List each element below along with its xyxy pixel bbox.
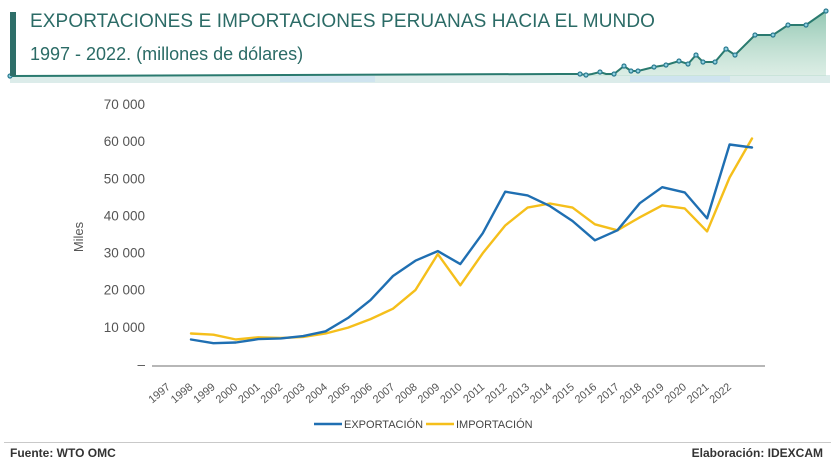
x-tick-label: 2010 xyxy=(438,381,464,406)
x-tick-label: 1998 xyxy=(169,381,195,406)
series-line-exportacin xyxy=(189,143,754,345)
header-band-segment xyxy=(630,76,730,82)
x-tick-label: 2013 xyxy=(505,381,531,406)
y-tick-label: 70 000 xyxy=(104,97,145,112)
x-tick-label: 2016 xyxy=(573,381,599,406)
x-tick-label: 2014 xyxy=(528,381,554,406)
x-tick-label: 2009 xyxy=(416,381,442,406)
y-tick-label: 20 000 xyxy=(104,283,145,298)
y-tick-label: – xyxy=(137,357,145,372)
header-accent-bar xyxy=(10,12,16,76)
x-tick-label: 1997 xyxy=(146,381,172,406)
x-tick-label: 2021 xyxy=(685,381,711,406)
x-tick-label: 2018 xyxy=(618,381,644,406)
x-tick-label: 2001 xyxy=(236,381,262,406)
y-tick-label: 40 000 xyxy=(104,208,145,223)
legend: EXPORTACIÓN IMPORTACIÓN xyxy=(314,418,533,431)
credit-note: Elaboración: IDEXCAM xyxy=(691,446,823,460)
x-tick-label: 2017 xyxy=(595,381,621,406)
header-band-segment xyxy=(280,76,375,82)
x-tick-label: 2005 xyxy=(326,381,352,406)
x-tick-label: 2011 xyxy=(461,381,487,405)
y-axis-label: Miles xyxy=(71,221,86,252)
source-note: Fuente: WTO OMC xyxy=(10,446,116,460)
y-tick-label: 30 000 xyxy=(104,246,145,261)
x-tick-label: 2019 xyxy=(640,381,666,406)
series-line-importacin xyxy=(189,137,754,341)
x-tick-label: 2008 xyxy=(393,381,419,406)
x-tick-label: 2004 xyxy=(304,381,330,406)
x-tick-label: 2012 xyxy=(483,381,509,406)
x-axis-ticks: 1997199819992000200120022003200420052006… xyxy=(146,381,733,406)
header: EXPORTACIONES E IMPORTACIONES PERUANAS H… xyxy=(0,0,835,90)
y-tick-label: 60 000 xyxy=(104,134,145,149)
header-underband xyxy=(10,75,830,83)
chart-title: EXPORTACIONES E IMPORTACIONES PERUANAS H… xyxy=(30,11,656,32)
series-lines xyxy=(189,137,754,345)
footer-divider xyxy=(4,442,831,443)
y-axis-ticks: – 10 000 20 000 30 000 40 000 50 000 60 000 70 … xyxy=(104,97,146,372)
y-tick-label: 10 000 xyxy=(104,320,145,335)
x-tick-label: 2007 xyxy=(371,381,397,406)
x-tick-label: 2006 xyxy=(348,381,374,406)
x-tick-label: 2015 xyxy=(550,381,576,406)
x-tick-label: 2002 xyxy=(259,381,285,406)
x-tick-label: 2003 xyxy=(281,381,307,406)
x-tick-label: 2000 xyxy=(214,381,240,406)
x-tick-label: 2022 xyxy=(707,381,733,406)
x-tick-label: 2020 xyxy=(663,381,689,406)
chart-subtitle: 1997 - 2022. (millones de dólares) xyxy=(30,44,304,64)
y-tick-label: 50 000 xyxy=(104,171,145,186)
header-decoration xyxy=(7,8,830,83)
header-area xyxy=(580,11,826,76)
x-tick-label: 1999 xyxy=(191,381,217,406)
line-chart: – 10 000 20 000 30 000 40 000 50 000 60 000 70 … xyxy=(71,97,765,431)
header-line-markers xyxy=(7,8,829,79)
legend-label: EXPORTACIÓN xyxy=(344,418,423,431)
legend-label: IMPORTACIÓN xyxy=(456,418,533,431)
